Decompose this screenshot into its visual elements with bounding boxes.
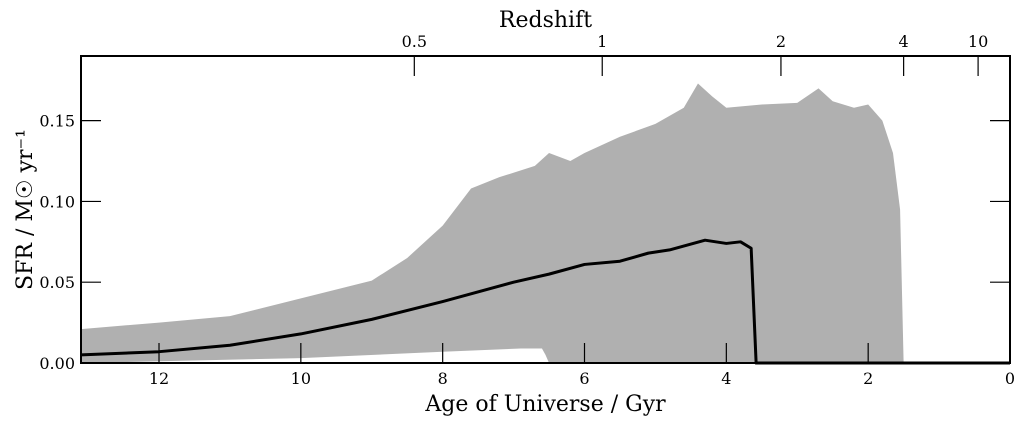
y-tick-label: 0.15 [39, 112, 75, 131]
x-tick-label: 4 [721, 369, 731, 388]
plot-frame [80, 55, 1011, 364]
x-tick-label: 0 [1005, 369, 1015, 388]
x-tick-label: 2 [863, 369, 873, 388]
median-sfr-line [80, 238, 1010, 365]
redshift-tick-label: 2 [776, 32, 786, 51]
redshift-tick-label: 0.5 [402, 32, 427, 51]
x-tick-label: 6 [579, 369, 589, 388]
x-axis-title: Age of Universe / Gyr [424, 392, 666, 417]
top-axis-title: Redshift [499, 8, 592, 33]
y-axis-title: SFR / M☉ yr⁻¹ [13, 129, 38, 290]
x-tick-label: 10 [291, 369, 311, 388]
y-tick-label: 0.00 [39, 354, 75, 373]
x-tick-label: 12 [149, 369, 169, 388]
y-tick-label: 0.05 [39, 273, 75, 292]
x-tick-label: 8 [438, 369, 448, 388]
plot-area: 12 10 8 6 4 2 00.000.050.100.150.5 1 2 4 10 [39, 32, 1015, 388]
sfr-range-band [81, 83, 904, 364]
redshift-tick-label: 10 [968, 32, 988, 51]
redshift-tick-label: 1 [597, 32, 607, 51]
y-tick-label: 0.10 [39, 192, 75, 211]
redshift-tick-label: 4 [899, 32, 909, 51]
